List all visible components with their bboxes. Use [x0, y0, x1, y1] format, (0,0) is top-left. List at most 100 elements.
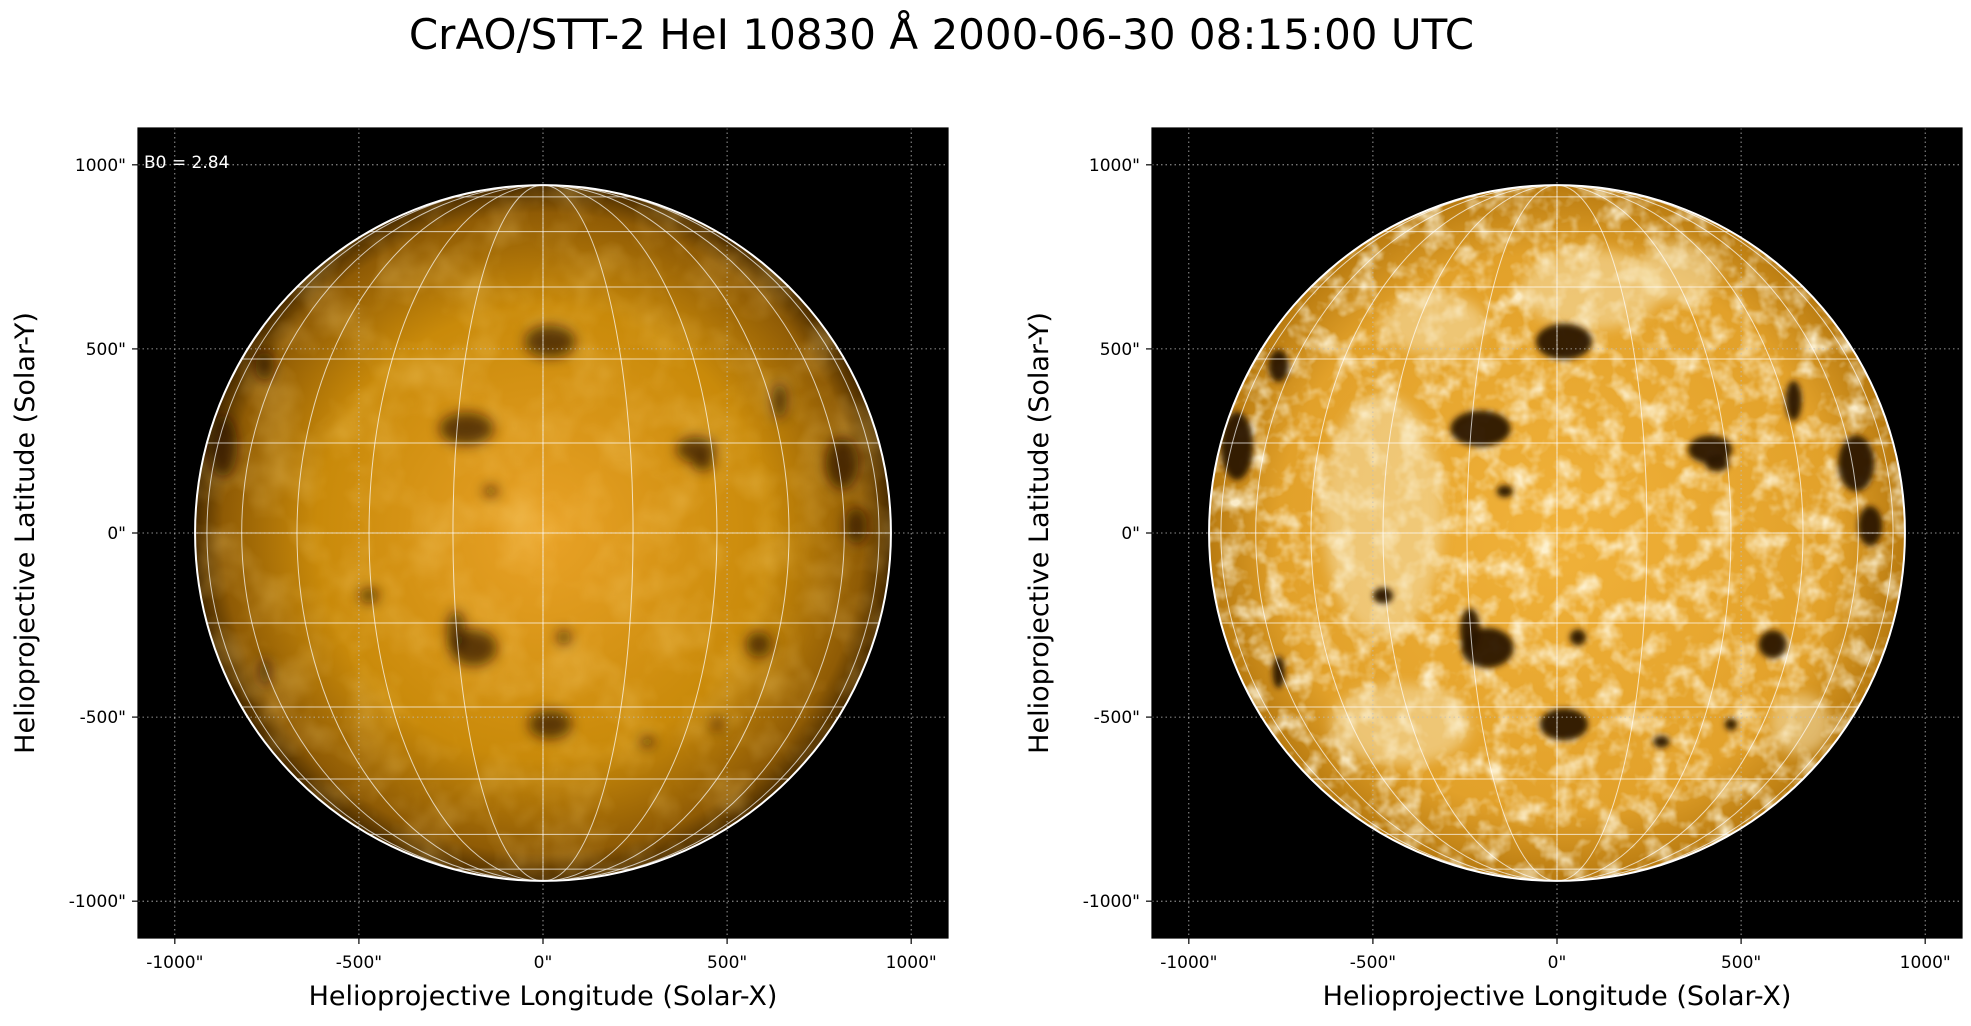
longitude-line	[542, 184, 880, 882]
heliographic-grid	[194, 184, 892, 882]
dark-filament	[360, 588, 379, 603]
longitude-line	[1556, 184, 1648, 882]
dark-filament	[524, 325, 576, 358]
limb-circle	[194, 184, 892, 882]
longitude-line	[1382, 184, 1558, 882]
dark-filament	[1724, 718, 1737, 731]
dark-filament	[1496, 485, 1513, 498]
y-tick-label: 0"	[1121, 524, 1140, 544]
x-tick-label: 1000"	[886, 953, 937, 973]
longitude-line	[1255, 184, 1558, 882]
image-axes	[1151, 127, 1963, 939]
longitude-line	[452, 184, 544, 882]
dark-filament	[1268, 349, 1289, 382]
longitude-line	[1310, 184, 1558, 882]
x-ticks: -1000" -500" 0" 500" 1000"	[146, 938, 937, 973]
y-tick-label: -500"	[1094, 708, 1140, 728]
longitude-line	[1556, 184, 1894, 882]
dark-filament	[1450, 410, 1511, 447]
dark-filament	[1460, 608, 1481, 653]
x-tick-label: 500"	[707, 953, 747, 973]
y-tick-label: -500"	[80, 708, 126, 728]
dark-filament	[1539, 708, 1588, 741]
dark-filament	[447, 610, 466, 651]
bright-patch	[1638, 242, 1719, 303]
y-tick-label: -1000"	[69, 892, 126, 912]
bright-patch	[1330, 684, 1471, 765]
dark-filament	[1758, 630, 1787, 659]
bright-patch	[1521, 249, 1662, 330]
y-ticks: 1000" 500" 0" -500" -1000"	[1083, 156, 1152, 912]
x-tick-label: -1000"	[1160, 953, 1217, 973]
longitude-line	[1556, 184, 1804, 882]
y-tick-label: 1000"	[1089, 156, 1140, 176]
x-tick-label: 500"	[1721, 953, 1761, 973]
x-tick-label: 0"	[534, 953, 553, 973]
figure-title: CrAO/STT-2 HeI 10830 Å 2000-06-30 08:15:…	[408, 10, 1475, 59]
dark-filament	[1705, 455, 1730, 472]
longitude-line	[542, 184, 634, 882]
dark-filament	[1373, 587, 1394, 604]
dark-filament	[845, 508, 867, 545]
dark-filament	[483, 485, 499, 497]
x-tick-label: -500"	[336, 953, 382, 973]
dark-filament	[826, 438, 859, 489]
bright-patch	[1385, 294, 1486, 355]
dark-filament	[711, 718, 723, 730]
dark-filament	[640, 736, 655, 748]
dark-filament	[772, 382, 787, 419]
longitude-line	[1556, 184, 1732, 882]
dark-filament	[439, 412, 494, 445]
dark-filament	[746, 631, 772, 657]
panel-right: -1000" -500" 0" 500" 1000" 1000"500"0"-500"-…	[1024, 127, 1963, 1012]
dark-filament	[692, 456, 714, 471]
x-tick-label: 1000"	[1900, 953, 1951, 973]
b0-annotation: B0 = 2.84	[144, 153, 229, 173]
dark-filament	[255, 351, 274, 381]
dark-filament	[1653, 735, 1670, 748]
x-tick-label: -1000"	[146, 953, 203, 973]
x-tick-label: 0"	[1548, 953, 1567, 973]
y-ticks: 1000" 500" 0" -500" -1000"	[69, 156, 138, 912]
dark-features	[208, 325, 867, 748]
dark-filament	[1569, 629, 1586, 646]
x-tick-label: -500"	[1350, 953, 1396, 973]
bright-patch	[1770, 694, 1831, 755]
dark-filament	[528, 709, 572, 739]
dark-filament	[208, 415, 238, 477]
longitude-line	[206, 184, 544, 882]
longitude-line	[1556, 184, 1859, 882]
y-tick-label: -1000"	[1083, 892, 1140, 912]
longitude-line	[368, 184, 544, 882]
longitude-line	[542, 184, 790, 882]
dark-filament	[1785, 380, 1802, 421]
longitude-line	[1466, 184, 1558, 882]
y-tick-label: 1000"	[75, 156, 126, 176]
dark-filament	[1838, 435, 1875, 492]
x-axis-label: Helioprojective Longitude (Solar-X)	[1323, 981, 1792, 1012]
longitude-line	[1220, 184, 1558, 882]
x-ticks: -1000" -500" 0" 500" 1000"	[1160, 938, 1951, 973]
dark-filament	[1858, 506, 1883, 547]
longitude-line	[296, 184, 544, 882]
y-axis-label: Helioprojective Latitude (Solar-Y)	[1024, 312, 1055, 754]
y-tick-label: 500"	[86, 340, 126, 360]
dark-filament	[259, 657, 271, 687]
dark-filament	[1220, 412, 1253, 481]
y-tick-label: 500"	[1100, 340, 1140, 360]
image-axes	[137, 127, 949, 939]
panel-left: -1000" -500" 0" 500" 1000" 1000"500"0"-500"-…	[10, 127, 949, 1012]
heliographic-grid	[1208, 184, 1906, 882]
longitude-line	[241, 184, 544, 882]
y-tick-label: 0"	[107, 524, 126, 544]
dark-features	[1220, 323, 1883, 748]
longitude-line	[542, 184, 845, 882]
dark-filament	[1272, 656, 1285, 689]
longitude-line	[542, 184, 718, 882]
y-axis-label: Helioprojective Latitude (Solar-Y)	[10, 312, 41, 754]
dark-filament	[556, 630, 572, 645]
limb-circle	[1208, 184, 1906, 882]
x-axis-label: Helioprojective Longitude (Solar-X)	[309, 981, 778, 1012]
